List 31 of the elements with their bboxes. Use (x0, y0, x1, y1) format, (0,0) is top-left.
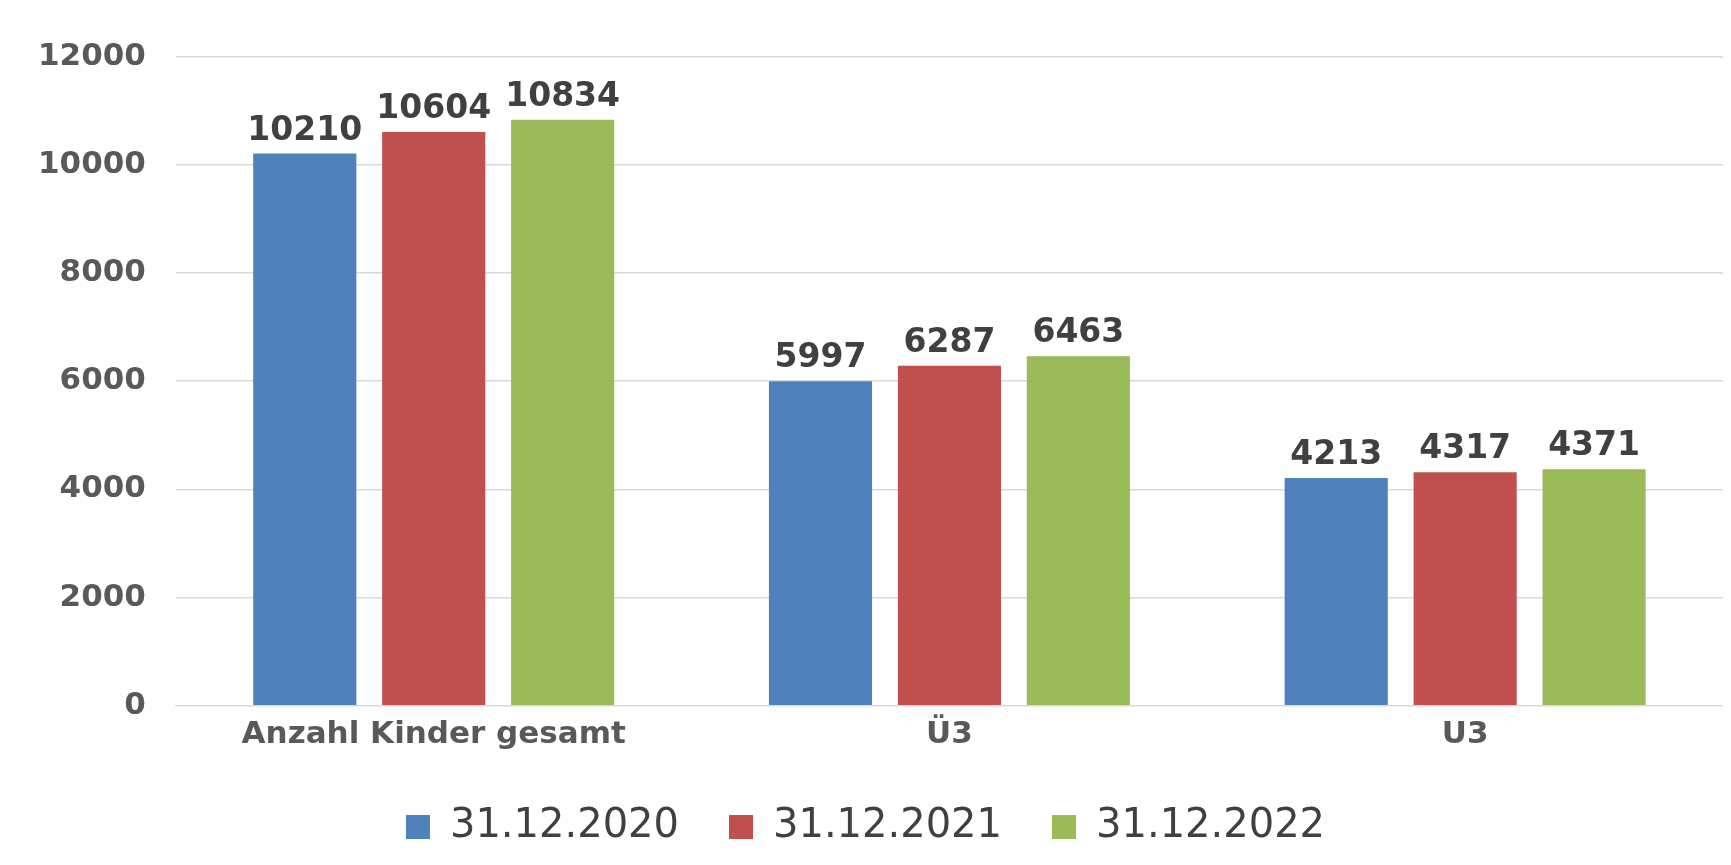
bar (382, 132, 486, 706)
bar (1026, 356, 1130, 706)
data-label: 10604 (376, 87, 492, 127)
bar (897, 365, 1001, 706)
bar (1284, 477, 1388, 706)
y-tick-label: 2000 (59, 576, 146, 613)
y-tick-label: 0 (124, 684, 146, 721)
legend-label: 31.12.2020 (449, 800, 679, 847)
x-tick-label: Anzahl Kinder gesamt (241, 714, 626, 751)
data-label: 4317 (1419, 427, 1512, 467)
x-tick-label: U3 (1441, 714, 1489, 751)
data-label: 4371 (1548, 424, 1640, 464)
y-tick-label: 6000 (59, 360, 146, 397)
data-label: 10834 (505, 74, 621, 114)
bar (511, 119, 615, 706)
data-label: 6463 (1032, 311, 1125, 351)
legend-label: 31.12.2021 (772, 800, 1003, 847)
data-label: 10210 (247, 108, 363, 148)
y-tick-label: 10000 (37, 143, 146, 180)
bar (768, 381, 873, 706)
bar (253, 153, 357, 706)
y-tick-label: 12000 (37, 35, 146, 72)
data-label: 5997 (774, 336, 867, 376)
y-tick-label: 8000 (59, 252, 146, 289)
x-tick-label: Ü3 (926, 714, 973, 751)
bar (1413, 472, 1517, 706)
data-label: 6287 (903, 320, 996, 360)
y-tick-label: 4000 (59, 468, 146, 505)
data-label: 4213 (1290, 432, 1383, 472)
bar (1542, 469, 1646, 706)
legend-label: 31.12.2022 (1096, 800, 1326, 847)
